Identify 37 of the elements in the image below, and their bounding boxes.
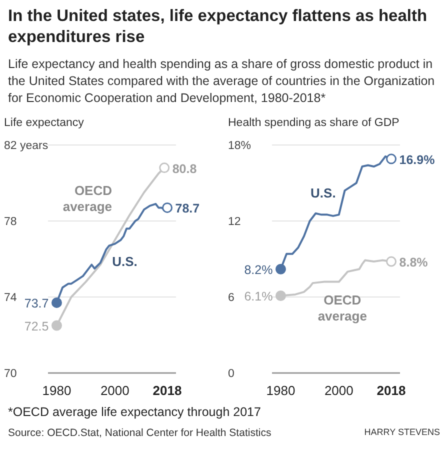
y-tick-label: 70: [4, 368, 17, 380]
data-label: 73.7: [24, 296, 49, 311]
y-tick-label: 78: [4, 216, 17, 228]
point: [51, 320, 62, 331]
data-label: 80.8: [172, 162, 197, 176]
source-note: Source: OECD.Stat, National Center for Health Statistics: [8, 427, 272, 439]
y-tick-label: 12: [228, 216, 241, 228]
x-tick-label: 1980: [266, 383, 296, 398]
data-label: 8.2%: [244, 263, 273, 278]
y-tick-label: 82 years: [4, 140, 48, 152]
data-label: 8.8%: [399, 256, 428, 270]
x-tick-label: 2000: [324, 383, 354, 398]
series-label: U.S.: [112, 254, 138, 269]
data-label: 6.1%: [244, 290, 273, 304]
x-tick-label: 2018: [152, 383, 182, 398]
series-label: OECD average: [318, 292, 367, 324]
point: [275, 264, 286, 274]
y-axis-title: Life expectancy: [3, 117, 85, 131]
text: *OECD average life expectancy through 2017: [8, 405, 262, 419]
x-tick-label: 1980: [42, 383, 72, 398]
x-tick-label: 2018: [376, 383, 406, 398]
y-tick-label: 6: [228, 292, 234, 304]
series-label: OECD average: [62, 183, 112, 214]
y-tick-label: 0: [228, 368, 234, 380]
text: Life expectancy and health spending as a share of gross domestic product in the United States compared with the average of countries in the Organization for Economic Cooperation and Development, 1980-2018*: [8, 56, 436, 107]
y-tick-label: 18%: [228, 140, 252, 152]
point: [275, 290, 286, 301]
point: [51, 297, 62, 308]
text: In the United states, life expectancy flattens as health expenditures rise: [8, 6, 428, 48]
x-tick-label: 2000: [100, 383, 130, 398]
data-label: 72.5: [24, 320, 49, 334]
data-label: 16.9%: [399, 152, 435, 167]
series-label: U.S.: [310, 185, 336, 200]
data-label: 78.7: [175, 202, 200, 216]
y-axis-title: Health spending as share of GDP: [227, 117, 400, 131]
text: HARRY STEVENS: [364, 427, 440, 439]
y-tick-label: 74: [4, 292, 18, 304]
